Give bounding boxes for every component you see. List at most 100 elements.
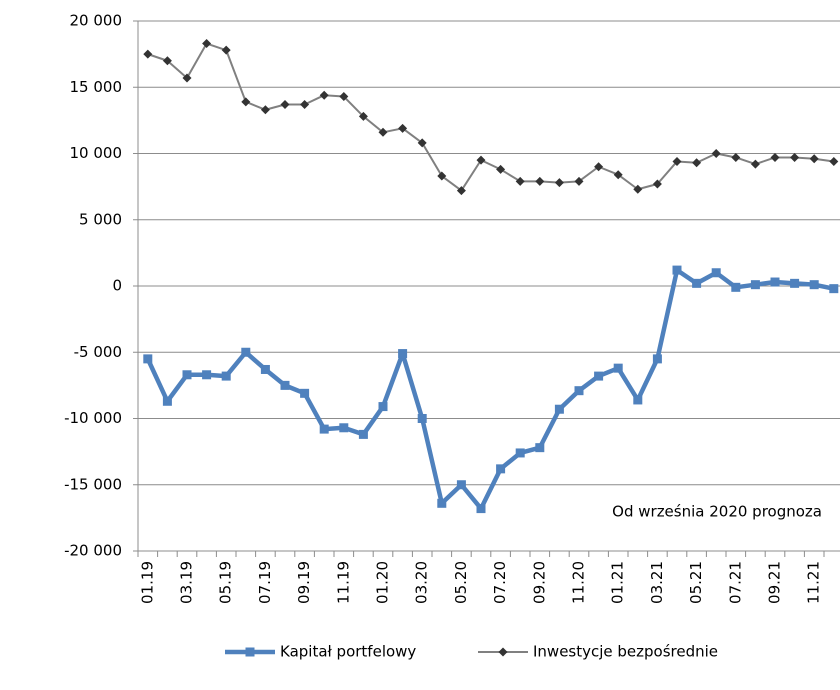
data-point xyxy=(339,423,349,433)
x-tick-label: 07.19 xyxy=(256,561,274,604)
data-point xyxy=(476,155,486,165)
data-point xyxy=(182,73,192,83)
data-point xyxy=(711,149,721,158)
x-tick-label: 03.20 xyxy=(413,561,431,604)
data-point xyxy=(221,371,231,381)
data-point xyxy=(241,97,251,107)
data-point xyxy=(398,349,408,359)
x-tick-label: 01.21 xyxy=(609,561,627,604)
data-point xyxy=(515,448,525,458)
series-line xyxy=(147,42,834,192)
data-point xyxy=(260,105,270,115)
data-point xyxy=(633,395,643,405)
legend-marker xyxy=(498,647,508,657)
data-point xyxy=(319,90,329,100)
data-point xyxy=(280,99,290,109)
data-point xyxy=(750,159,760,169)
data-point xyxy=(692,278,702,288)
data-point xyxy=(417,414,427,423)
data-point xyxy=(554,178,564,188)
data-point xyxy=(456,480,466,490)
data-point xyxy=(437,171,447,181)
x-tick-label: 11.20 xyxy=(570,561,588,604)
data-point xyxy=(594,162,604,172)
data-point xyxy=(829,284,839,294)
data-point xyxy=(260,364,270,374)
x-tick-label: 09.20 xyxy=(530,561,548,604)
data-point xyxy=(574,176,584,186)
y-tick-label: 20 000 xyxy=(70,12,123,30)
y-tick-label: -15 000 xyxy=(64,475,122,493)
data-point xyxy=(594,371,604,381)
x-tick-label: 07.21 xyxy=(726,561,744,604)
data-point xyxy=(554,404,564,414)
data-point xyxy=(339,92,349,102)
x-tick-label: 11.21 xyxy=(805,561,823,604)
legend-label: Inwestycje bezpośrednie xyxy=(533,643,718,661)
data-point xyxy=(633,184,643,194)
data-point xyxy=(182,370,192,380)
y-tick-label: 10 000 xyxy=(70,144,123,162)
data-point xyxy=(437,498,447,508)
legend-marker xyxy=(245,647,255,657)
x-tick-label: 01.20 xyxy=(374,561,392,604)
x-tick-label: 09.19 xyxy=(295,561,313,604)
data-point xyxy=(496,164,506,174)
y-tick-label: 15 000 xyxy=(70,78,123,96)
data-point xyxy=(731,282,741,292)
data-point xyxy=(358,429,368,439)
series-line xyxy=(145,267,835,511)
data-point xyxy=(613,363,623,373)
x-tick-label: 09.21 xyxy=(766,561,784,604)
data-point xyxy=(770,152,780,162)
data-point xyxy=(652,179,662,189)
y-tick-label: -10 000 xyxy=(64,409,122,427)
data-point xyxy=(731,152,741,162)
y-tick-label: -5 000 xyxy=(74,343,122,361)
data-point xyxy=(496,464,506,474)
data-point xyxy=(143,49,153,59)
x-tick-label: 07.20 xyxy=(491,561,509,604)
x-tick-label: 05.19 xyxy=(217,561,235,604)
data-point xyxy=(162,56,172,66)
legend-label: Kapitał portfelowy xyxy=(280,643,416,661)
data-point xyxy=(652,354,662,364)
x-tick-label: 01.19 xyxy=(138,561,156,604)
data-point xyxy=(300,388,310,398)
data-point xyxy=(809,154,819,164)
data-point xyxy=(672,265,682,275)
data-point xyxy=(456,186,466,196)
data-point xyxy=(692,158,702,168)
data-point xyxy=(829,156,839,166)
x-tick-label: 05.20 xyxy=(452,561,470,604)
data-point xyxy=(202,370,212,380)
y-tick-label: 5 000 xyxy=(79,210,122,228)
data-point xyxy=(535,176,545,186)
y-tick-label: 0 xyxy=(112,277,122,295)
data-point xyxy=(790,152,800,162)
x-tick-label: 03.19 xyxy=(178,561,196,604)
annotation: Od września 2020 prognoza xyxy=(612,503,822,521)
data-point xyxy=(162,396,172,406)
data-point xyxy=(241,347,251,357)
data-point xyxy=(672,156,682,166)
data-point xyxy=(770,277,780,287)
data-point xyxy=(574,386,584,396)
data-point xyxy=(476,504,486,514)
data-point xyxy=(378,127,388,137)
data-point xyxy=(417,138,427,148)
data-point xyxy=(319,424,329,434)
data-point xyxy=(221,45,231,55)
data-point xyxy=(398,123,408,133)
y-tick-label: -20 000 xyxy=(64,542,122,560)
data-point xyxy=(143,354,153,364)
data-point xyxy=(750,280,760,290)
data-point xyxy=(515,176,525,186)
x-tick-label: 11.19 xyxy=(334,561,352,604)
data-point xyxy=(535,443,545,453)
data-point xyxy=(358,111,368,121)
data-point xyxy=(202,39,212,49)
data-point xyxy=(809,280,819,290)
